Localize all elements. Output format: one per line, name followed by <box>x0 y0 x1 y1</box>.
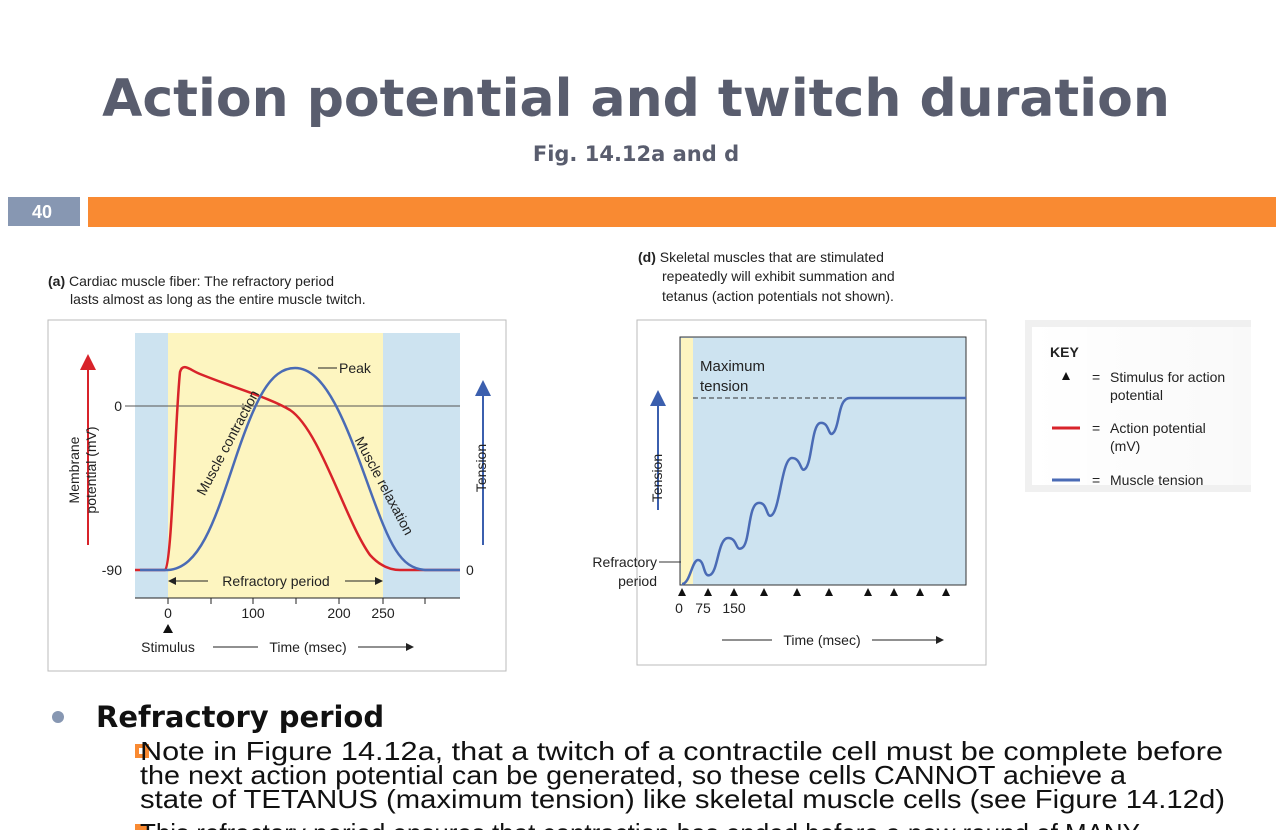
caption: tetanus (action potentials not shown). <box>662 288 894 304</box>
plot-bg <box>679 336 967 586</box>
y-left-tick: -90 <box>102 562 122 578</box>
bullets: Refractory period Note in Figure 14.12a,… <box>52 700 1225 830</box>
x-tick: 100 <box>241 605 265 621</box>
caption: (a) Cardiac muscle fiber: The refractory… <box>48 273 334 289</box>
y-left-tick: 0 <box>114 398 122 414</box>
title: Action potential and twitch duration <box>102 69 1170 129</box>
caption: repeatedly will exhibit summation and <box>662 268 895 284</box>
subtitle: Fig. 14.12a and d <box>533 142 739 166</box>
tension-curve <box>681 396 966 586</box>
bullet-text: Note in Figure 14.12a, that a twitch of … <box>140 736 1223 766</box>
slide-number: 40 <box>32 202 52 222</box>
figure-d: (d) Skeletal muscles that are stimulated… <box>592 249 987 666</box>
x-tick: 150 <box>722 600 746 616</box>
key-text: (mV) <box>1110 438 1140 454</box>
figure-a: (a) Cardiac muscle fiber: The refractory… <box>47 273 507 672</box>
action-potential-curve <box>135 365 460 572</box>
x-tick: 0 <box>164 605 172 621</box>
refractory-label: Refractory <box>592 554 657 570</box>
key-eq: = <box>1092 420 1100 436</box>
caption: (d) Skeletal muscles that are stimulated <box>638 249 884 265</box>
bullet-text: the next action potential can be generat… <box>140 760 1127 790</box>
key-text: potential <box>1110 387 1163 403</box>
number-box <box>8 197 80 226</box>
caption: lasts almost as long as the entire muscl… <box>70 291 366 307</box>
x-label: Time (msec) <box>269 639 346 655</box>
y-right-tick: 0 <box>466 562 474 578</box>
key-eq: = <box>1092 369 1100 385</box>
bullet <box>52 711 64 723</box>
x-tick: 200 <box>327 605 351 621</box>
x-tick: 250 <box>371 605 395 621</box>
y-left-label: potential (mV) <box>83 426 99 513</box>
key-text: Muscle tension <box>1110 472 1203 488</box>
orange-bar <box>88 197 1276 227</box>
key-title: KEY <box>1050 344 1079 360</box>
key-text: Action potential <box>1110 420 1206 436</box>
bullet-text: This refractory period ensures that cont… <box>140 818 1140 830</box>
stimulus-label: Stimulus <box>141 639 195 655</box>
y-right-label: Tension <box>473 444 489 492</box>
key-panel <box>1032 327 1251 485</box>
y-label: Tension <box>649 454 665 502</box>
key-text: Stimulus for action <box>1110 369 1225 385</box>
sub-bullet <box>135 824 149 830</box>
max-label: Maximum <box>700 358 765 375</box>
key-eq: = <box>1092 472 1100 488</box>
max-label: tension <box>700 378 748 395</box>
key: KEY = Stimulus for action potential = Ac… <box>1025 320 1251 492</box>
y-left-label: Membrane <box>66 436 82 503</box>
key-symbol <box>1062 372 1070 380</box>
bullet-heading: Refractory period <box>96 700 384 734</box>
refractory-label: period <box>618 573 657 589</box>
x-label: Time (msec) <box>783 632 860 648</box>
stimulus-markers <box>678 588 950 596</box>
x-tick: 0 <box>675 600 683 616</box>
refractory-label: Refractory period <box>222 573 329 589</box>
x-tick: 75 <box>695 600 711 616</box>
refractory-region <box>681 338 693 584</box>
stimulus-marker <box>163 624 173 633</box>
bullet-text: state of TETANUS (maximum tension) like … <box>140 784 1225 814</box>
tension-curve <box>140 366 460 572</box>
peak-label: Peak <box>339 360 372 376</box>
